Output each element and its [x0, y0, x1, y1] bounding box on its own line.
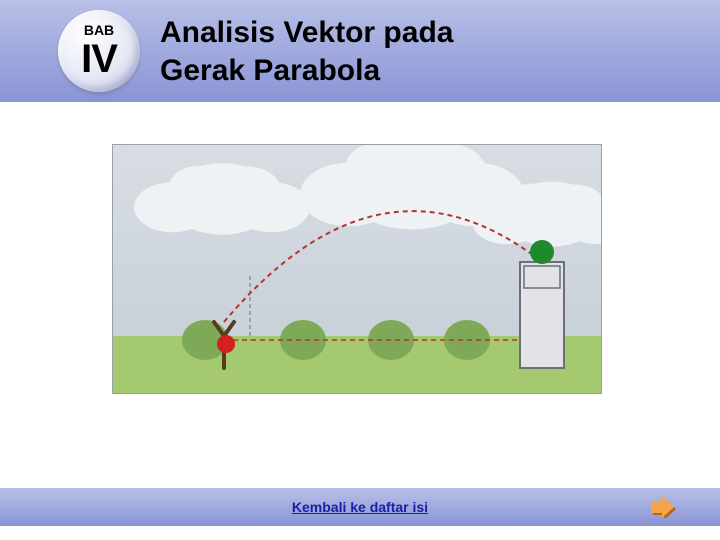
next-arrow-button[interactable]: [650, 496, 676, 518]
chapter-number: IV: [81, 39, 117, 79]
footer-band: Kembali ke daftar isi: [0, 488, 720, 526]
title-line-1: Analisis Vektor pada: [160, 14, 453, 52]
chapter-badge: BAB IV: [58, 10, 140, 92]
chapter-label: BAB: [84, 23, 114, 37]
page-title: Analisis Vektor pada Gerak Parabola: [160, 14, 453, 89]
title-line-2: Gerak Parabola: [160, 52, 453, 90]
back-to-toc-link[interactable]: Kembali ke daftar isi: [292, 499, 428, 515]
parabola-illustration: [112, 144, 602, 394]
